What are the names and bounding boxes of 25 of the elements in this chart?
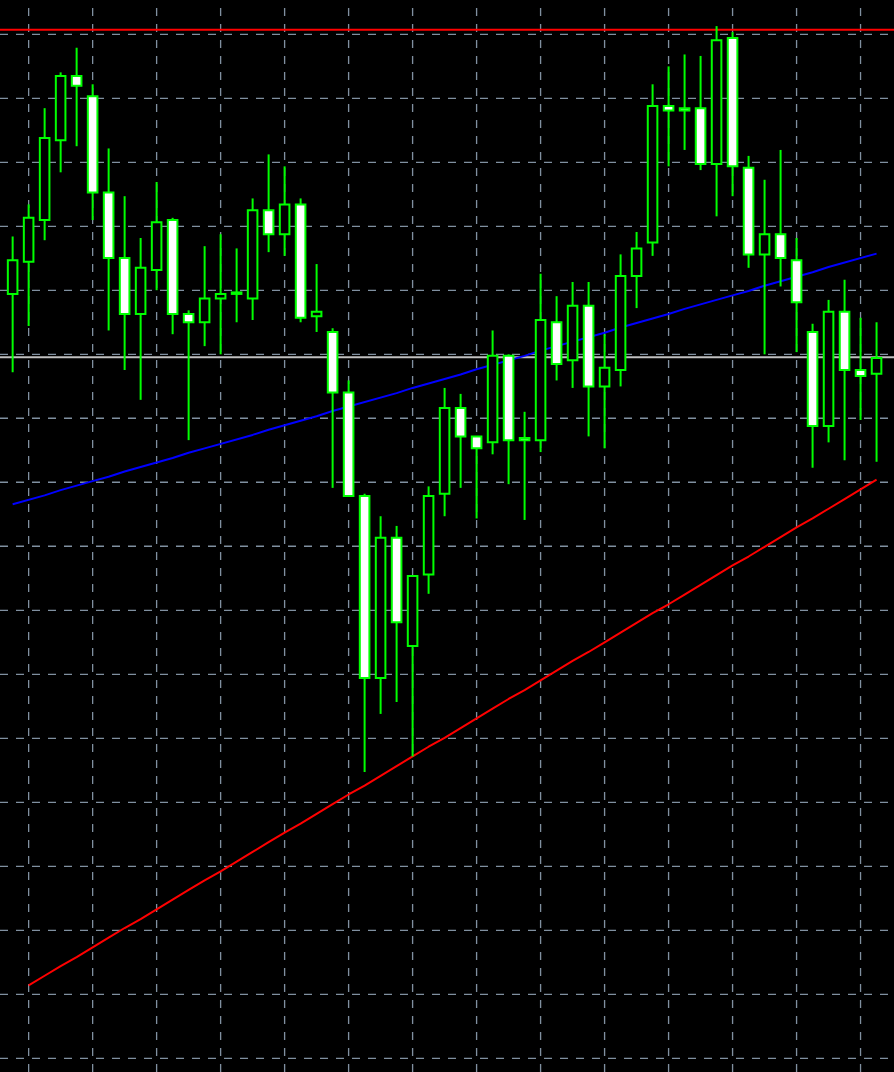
candlestick [150, 181, 163, 292]
candlestick [758, 178, 771, 356]
candlestick [134, 236, 147, 401]
candlestick [6, 235, 19, 374]
candlestick [854, 316, 867, 421]
candlestick [310, 263, 323, 333]
candlestick [262, 153, 275, 254]
candlestick [198, 245, 211, 348]
candlestick [70, 46, 83, 148]
candlestick [678, 53, 691, 151]
candlestick [182, 309, 195, 442]
candlestick [790, 236, 803, 354]
candlestick [278, 165, 291, 257]
candlestick [454, 392, 467, 489]
candlestick [870, 321, 883, 463]
candlestick [22, 203, 35, 327]
candlestick [630, 231, 643, 310]
candlestick [598, 333, 611, 450]
candlestick [662, 65, 675, 168]
candlestick [470, 435, 483, 520]
candlestick [774, 148, 787, 288]
candlestick [230, 247, 243, 324]
candlestick [214, 233, 227, 356]
candlestick [518, 410, 531, 521]
candlestick [550, 295, 563, 382]
